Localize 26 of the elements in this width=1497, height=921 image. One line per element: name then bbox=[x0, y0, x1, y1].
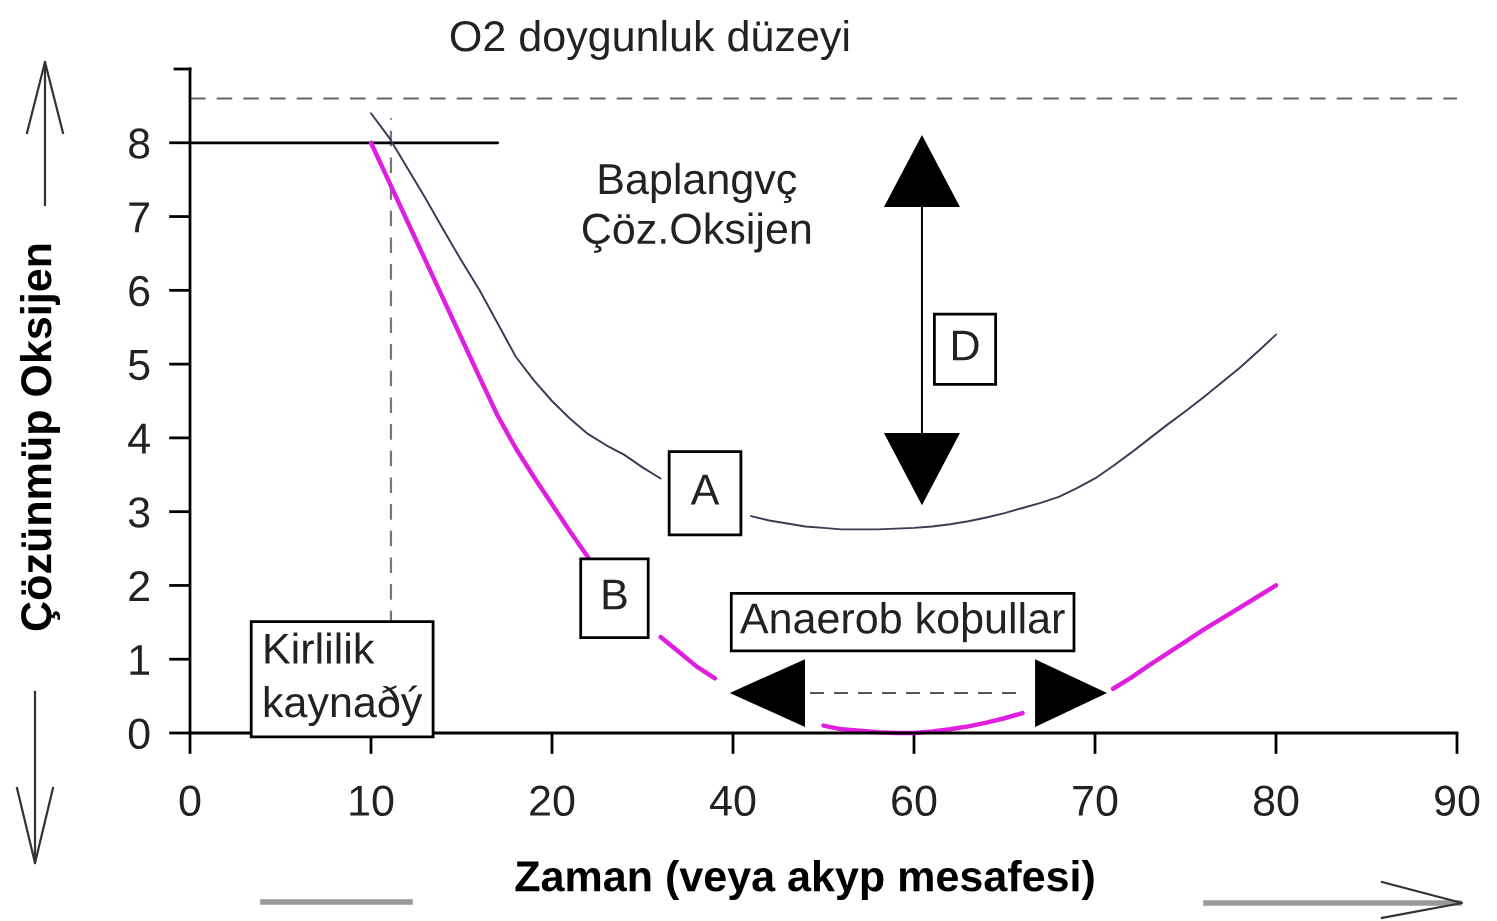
y-axis-title: Çözünmüp Oksijen bbox=[19, 244, 61, 631]
annotation: Kirlilik kaynaðý bbox=[264, 632, 423, 727]
x-tick-label: 80 bbox=[1253, 785, 1299, 817]
ref-line-label: O2 doygunluk düzeyi bbox=[450, 19, 849, 61]
annotation: Baplangvç Çöz.Oksijen bbox=[582, 162, 811, 253]
x-axis-title: Zaman (veya akyp mesafesi) bbox=[515, 859, 1094, 901]
x-tick-label: 90 bbox=[1435, 785, 1480, 817]
x-tick-label: 20 bbox=[530, 785, 575, 817]
y-tick-label: 5 bbox=[128, 350, 150, 381]
annotation: D bbox=[953, 330, 979, 361]
y-tick-label: 4 bbox=[128, 423, 150, 454]
series-label: B bbox=[603, 579, 627, 610]
y-tick-label: 2 bbox=[129, 570, 149, 602]
y-tick-label: 6 bbox=[129, 275, 150, 307]
x-tick-label: 0 bbox=[179, 785, 201, 817]
x-tick-label: 60 bbox=[892, 785, 937, 817]
y-tick-label: 1 bbox=[130, 645, 150, 675]
annotation: Anaerob koþullar bbox=[739, 602, 1065, 643]
x-tick-label: 70 bbox=[1073, 785, 1118, 817]
y-tick-label: 7 bbox=[129, 202, 149, 233]
y-tick-label: 3 bbox=[128, 497, 150, 528]
y-tick-label: 8 bbox=[129, 128, 150, 159]
y-tick-label: 0 bbox=[128, 718, 150, 750]
x-tick-label: 10 bbox=[350, 785, 394, 817]
series-label: A bbox=[690, 474, 720, 505]
x-tick-label: 40 bbox=[710, 785, 756, 817]
